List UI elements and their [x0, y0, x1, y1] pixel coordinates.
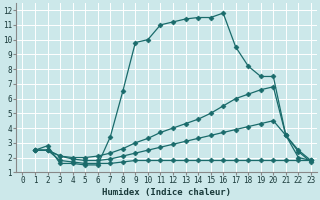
X-axis label: Humidex (Indice chaleur): Humidex (Indice chaleur) — [102, 188, 231, 197]
